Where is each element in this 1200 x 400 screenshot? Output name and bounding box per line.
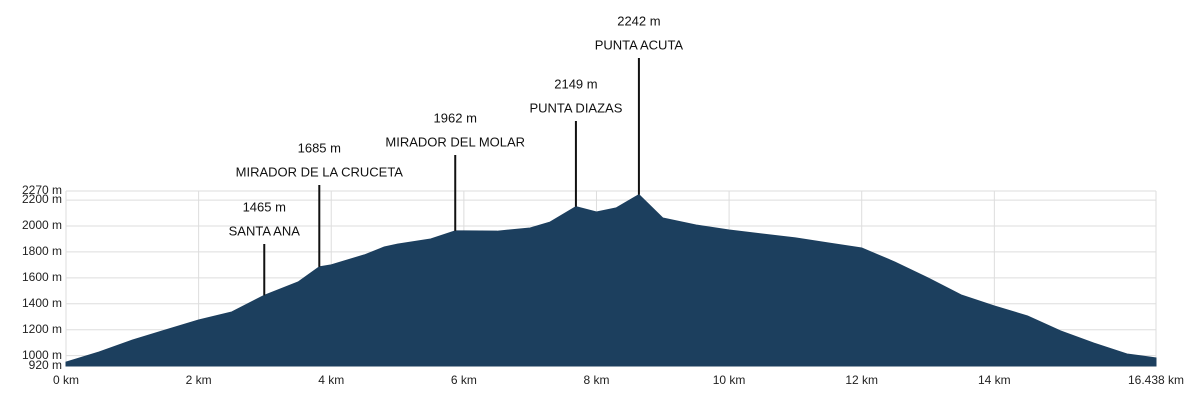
y-tick-label: 920 m (29, 358, 62, 372)
y-tick-label: 2000 m (22, 218, 62, 232)
x-tick-label: 14 km (978, 373, 1011, 387)
annotation-value: 2242 m (617, 13, 660, 28)
x-tick-label: 16.438 km (1128, 373, 1184, 387)
annotation-name: MIRADOR DEL MOLAR (385, 134, 525, 149)
elevation-area (65, 194, 1157, 367)
y-tick-label: 1600 m (22, 270, 62, 284)
x-tick-label: 12 km (845, 373, 878, 387)
annotation-name: MIRADOR DE LA CRUCETA (236, 164, 404, 179)
x-tick-label: 6 km (451, 373, 477, 387)
annotation-value: 1685 m (298, 140, 341, 155)
annotation-name: PUNTA DIAZAS (529, 100, 622, 115)
x-tick-label: 0 km (53, 373, 79, 387)
x-tick-label: 8 km (583, 373, 609, 387)
x-tick-label: 4 km (318, 373, 344, 387)
annotation-name: PUNTA ACUTA (595, 37, 684, 52)
y-tick-label: 1800 m (22, 244, 62, 258)
annotation-value: 1962 m (434, 110, 477, 125)
y-tick-label: 1000 m (22, 348, 62, 362)
y-tick-label: 1400 m (22, 296, 62, 310)
y-tick-label: 2200 m (22, 192, 62, 206)
annotation-name: SANTA ANA (229, 223, 301, 238)
annotation-value: 2149 m (554, 76, 597, 91)
y-tick-label: 2270 m (22, 183, 62, 197)
y-tick-label: 1200 m (22, 322, 62, 336)
x-tick-label: 10 km (713, 373, 746, 387)
x-tick-label: 2 km (186, 373, 212, 387)
annotation-value: 1465 m (243, 199, 286, 214)
